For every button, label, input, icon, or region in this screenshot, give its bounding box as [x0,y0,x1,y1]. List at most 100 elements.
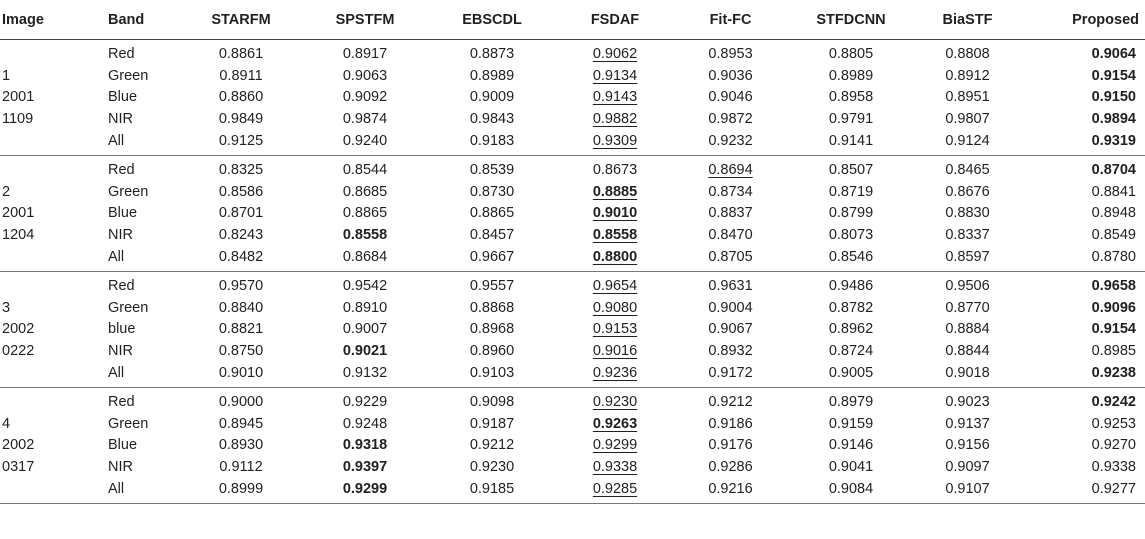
value-text: 0.9506 [945,278,990,295]
value-cell: 0.8999 [180,478,302,504]
value-text: 0.9270 [1091,437,1136,454]
value-text: 0.9240 [342,132,388,149]
value-text: 0.8685 [342,183,388,200]
table-row: Red 0.9000 0.9229 0.9098 0.9230 0.9212 0.8979 0… [0,387,1145,413]
band-cell: All [96,246,180,272]
value-cell: 0.9064 [1020,40,1145,66]
value-text: 0.8968 [469,321,515,338]
value-text: 0.8805 [828,46,874,63]
value-cell: 0.9000 [180,387,302,413]
value-cell: 0.9097 [915,457,1020,479]
table-row: 1204 NIR 0.8243 0.8558 0.8457 0.8558 0.8470 0.8… [0,225,1145,247]
value-text: 0.9631 [708,278,753,295]
value-cell: 0.9238 [1020,362,1145,388]
value-cell: 0.9137 [915,414,1020,436]
value-cell: 0.9080 [556,298,674,320]
value-cell: 0.9882 [556,109,674,131]
header-band: Band [96,0,180,40]
value-text: 0.9397 [342,458,388,475]
value-cell: 0.8750 [180,341,302,363]
image-id-cell: 4 [2,415,11,432]
value-text: 0.8549 [1091,227,1136,244]
value-text: 0.9843 [469,111,515,128]
value-cell: 0.8465 [915,155,1020,181]
value-cell: 0.9146 [787,435,915,457]
image-id-cell: 0317 [2,458,35,475]
value-text: 0.9084 [828,480,874,497]
value-text: 0.9036 [708,67,753,84]
value-cell: 0.9021 [302,341,428,363]
value-text: 0.9299 [592,437,638,454]
value-cell: 0.8544 [302,155,428,181]
value-cell: 0.9248 [302,414,428,436]
value-text: 0.9153 [592,321,638,338]
table-row: 1109 NIR 0.9849 0.9874 0.9843 0.9882 0.9872 0.9… [0,109,1145,131]
value-text: 0.9212 [708,394,753,411]
value-text: 0.8979 [828,394,874,411]
value-text: 0.8734 [708,183,753,200]
value-cell: 0.8951 [915,87,1020,109]
header-stfdcnn: STFDCNN [787,0,915,40]
value-cell: 0.9007 [302,319,428,341]
value-cell: 0.8930 [180,435,302,457]
value-text: 0.8953 [708,46,753,63]
value-cell: 0.8865 [428,203,556,225]
value-text: 0.9097 [945,458,990,475]
value-text: 0.9154 [1091,67,1136,84]
value-text: 0.8325 [218,162,264,179]
value-text: 0.9143 [592,89,638,106]
value-text: 0.9253 [1091,415,1136,432]
image-id-cell [0,246,96,272]
value-text: 0.9134 [592,67,638,84]
value-cell: 0.9067 [674,319,787,341]
value-cell: 0.8837 [674,203,787,225]
value-text: 0.8558 [342,227,388,244]
band-cell: Blue [108,437,138,454]
band-cell: All [96,130,180,156]
band-cell: NIR [108,111,133,128]
value-text: 0.9849 [218,111,264,128]
table-row: 2001 Blue 0.8860 0.9092 0.9009 0.9143 0.9046 0.… [0,87,1145,109]
value-cell: 0.8912 [915,66,1020,88]
image-id-cell [0,478,96,504]
value-text: 0.9263 [592,415,638,432]
value-cell: 0.9285 [556,478,674,504]
value-text: 0.9080 [592,299,638,316]
value-cell: 0.9277 [1020,478,1145,504]
value-cell: 0.9338 [556,457,674,479]
table-row: 2001 Blue 0.8701 0.8865 0.8865 0.9010 0.8837 0.… [0,203,1145,225]
value-text: 0.8558 [592,227,638,244]
value-cell: 0.8770 [915,298,1020,320]
value-cell: 0.9023 [915,387,1020,413]
value-cell: 0.9240 [302,130,428,156]
value-text: 0.9248 [342,415,388,432]
value-cell: 0.9894 [1020,109,1145,131]
value-text: 0.9062 [592,46,638,63]
value-cell: 0.9010 [180,362,302,388]
value-text: 0.8694 [708,162,753,179]
value-cell: 0.9232 [674,130,787,156]
value-cell: 0.9141 [787,130,915,156]
band-cell: NIR [108,458,133,475]
value-cell: 0.9176 [674,435,787,457]
value-cell: 0.9263 [556,414,674,436]
value-cell: 0.8701 [180,203,302,225]
value-text: 0.9096 [1091,299,1136,316]
value-cell: 0.9874 [302,109,428,131]
value-cell: 0.9005 [787,362,915,388]
value-text: 0.9041 [828,458,874,475]
table-row: Red 0.8325 0.8544 0.8539 0.8673 0.8694 0.8507 0… [0,155,1145,181]
value-cell: 0.8910 [302,298,428,320]
value-text: 0.9132 [342,364,388,381]
value-cell: 0.9319 [1020,130,1145,156]
header-proposed: Proposed [1020,0,1145,40]
table-body: Red 0.8861 0.8917 0.8873 0.9062 0.8953 0.8805 0… [0,40,1145,504]
value-text: 0.8465 [945,162,990,179]
header-ebscdl: EBSCDL [428,0,556,40]
value-text: 0.8673 [592,162,638,179]
value-cell: 0.9791 [787,109,915,131]
value-cell: 0.8558 [302,225,428,247]
value-cell: 0.9156 [915,435,1020,457]
value-text: 0.9005 [828,364,874,381]
value-text: 0.9542 [342,278,388,295]
